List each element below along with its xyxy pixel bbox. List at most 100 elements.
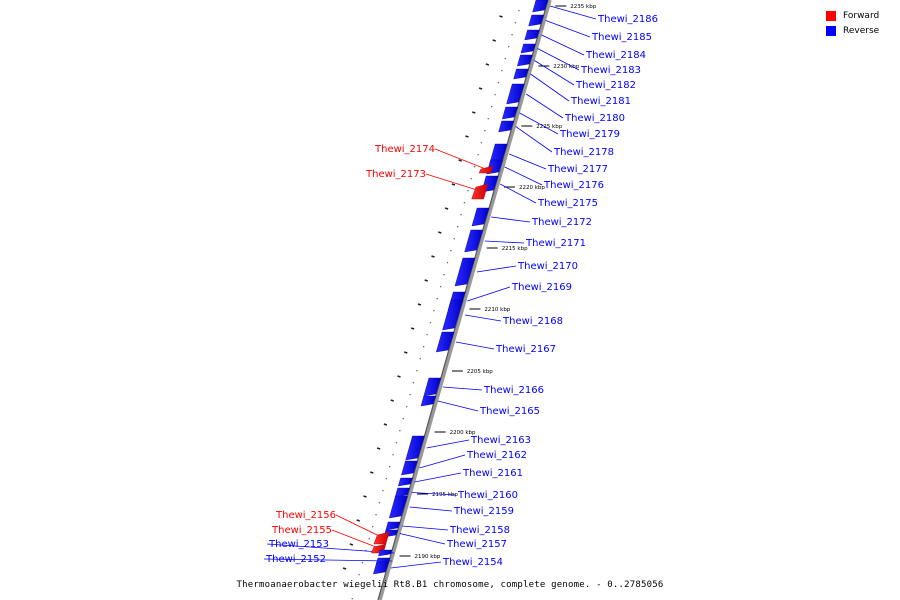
track-mark (390, 399, 394, 402)
gene-leader-line (519, 112, 559, 135)
track-dot (436, 298, 438, 300)
track-dot (484, 130, 486, 132)
track-dot (446, 262, 449, 264)
track-mark (356, 519, 360, 522)
track-dot (361, 562, 364, 564)
gene-leader-line (414, 472, 462, 483)
scale-tick-label: 2230 kbp (553, 64, 579, 70)
track-dot (358, 574, 360, 576)
legend-reverse-label: Reverse (843, 25, 880, 36)
gene-leader-line (515, 126, 553, 153)
gene-feature (373, 561, 390, 575)
track-dot (501, 70, 503, 72)
gene-leader-line (419, 454, 466, 469)
gene-leader-line (537, 48, 580, 71)
gene-leader-line (545, 20, 591, 38)
track-dot (355, 586, 357, 588)
gene-leader-line (331, 529, 381, 549)
gene-label: Thewi_2179 (559, 129, 620, 140)
track-mark (376, 447, 381, 450)
gene-leader-line (499, 183, 537, 204)
gene-leader-line (491, 216, 531, 223)
gene-label: Thewi_2162 (466, 450, 527, 461)
track-dot (433, 310, 435, 312)
reverse-swatch (826, 25, 836, 36)
gene-leader-line (484, 240, 525, 244)
track-dot (423, 346, 425, 348)
track-dot (389, 466, 391, 468)
legend-forward: Forward (826, 8, 890, 23)
track-dot (508, 46, 510, 48)
gene-leader-line (442, 386, 483, 391)
track-dot (429, 322, 432, 324)
gene-feature (520, 43, 536, 54)
gene-leader-line (409, 506, 453, 512)
gene-leader-line (525, 93, 564, 119)
track-mark (349, 543, 354, 546)
track-dot (494, 94, 496, 96)
gene-leader-line (335, 514, 384, 539)
gene-feature (454, 257, 476, 287)
legend-forward-label: Forward (843, 10, 880, 21)
gene-feature (420, 395, 437, 407)
gene-feature (442, 299, 464, 331)
gene-label: Thewi_2167 (495, 344, 556, 355)
gene-feature (532, 0, 549, 13)
track-dot (351, 598, 353, 600)
track-mark (485, 63, 490, 66)
gene-label: Thewi_2156 (275, 510, 336, 521)
track-dot (491, 106, 493, 108)
gene-label: Thewi_2175 (537, 198, 598, 209)
track-dot (470, 178, 472, 180)
outer-dotted-track (342, 10, 520, 600)
track-mark (451, 183, 456, 186)
gene-label: Thewi_2174 (374, 144, 435, 155)
gene-label: Thewi_2161 (462, 468, 523, 479)
track-dot (382, 490, 384, 492)
track-dot (443, 274, 445, 276)
gene-features (371, 0, 549, 575)
track-dot (467, 190, 469, 192)
track-dot (504, 58, 506, 60)
gene-feature (423, 377, 442, 397)
track-mark (397, 375, 401, 378)
backbone-line (378, 0, 552, 600)
gene-label: Thewi_2152 (265, 554, 326, 565)
label-leader-lines (263, 5, 597, 569)
track-mark (410, 327, 415, 330)
gene-leader-line (504, 166, 543, 186)
gene-label: Thewi_2160 (457, 490, 518, 501)
track-dot (402, 418, 404, 420)
gene-feature (513, 68, 529, 80)
track-mark (465, 135, 469, 138)
gene-leader-line (437, 400, 479, 412)
gene-label: Thewi_2159 (453, 506, 514, 517)
gene-feature (498, 120, 514, 133)
track-dot (399, 430, 401, 432)
gene-leader-line (425, 173, 483, 192)
track-dot (395, 442, 398, 444)
gene-feature (401, 460, 418, 476)
gene-feature (524, 29, 540, 41)
gene-feature (464, 229, 484, 253)
gene-label: Thewi_2163 (470, 435, 531, 446)
gene-label: Thewi_2183 (580, 65, 641, 76)
gene-label: Thewi_2154 (442, 557, 503, 568)
track-mark (431, 255, 435, 258)
gene-feature (478, 165, 494, 174)
track-dot (453, 238, 455, 240)
track-mark (342, 567, 347, 570)
gene-leader-line (426, 439, 470, 449)
gene-label: Thewi_2186 (597, 14, 658, 25)
gene-label: Thewi_2157 (446, 539, 507, 550)
gene-label: Thewi_2172 (531, 217, 592, 228)
gene-leader-line (476, 265, 517, 273)
track-dot (392, 454, 394, 456)
track-dot (474, 166, 476, 168)
track-mark (424, 279, 428, 282)
track-mark (363, 495, 367, 498)
gene-label: Thewi_2168 (502, 316, 563, 327)
scale-tick-label: 2190 kbp (415, 554, 441, 560)
gene-leader-line (411, 492, 457, 496)
gene-label: Thewi_2180 (564, 113, 625, 124)
